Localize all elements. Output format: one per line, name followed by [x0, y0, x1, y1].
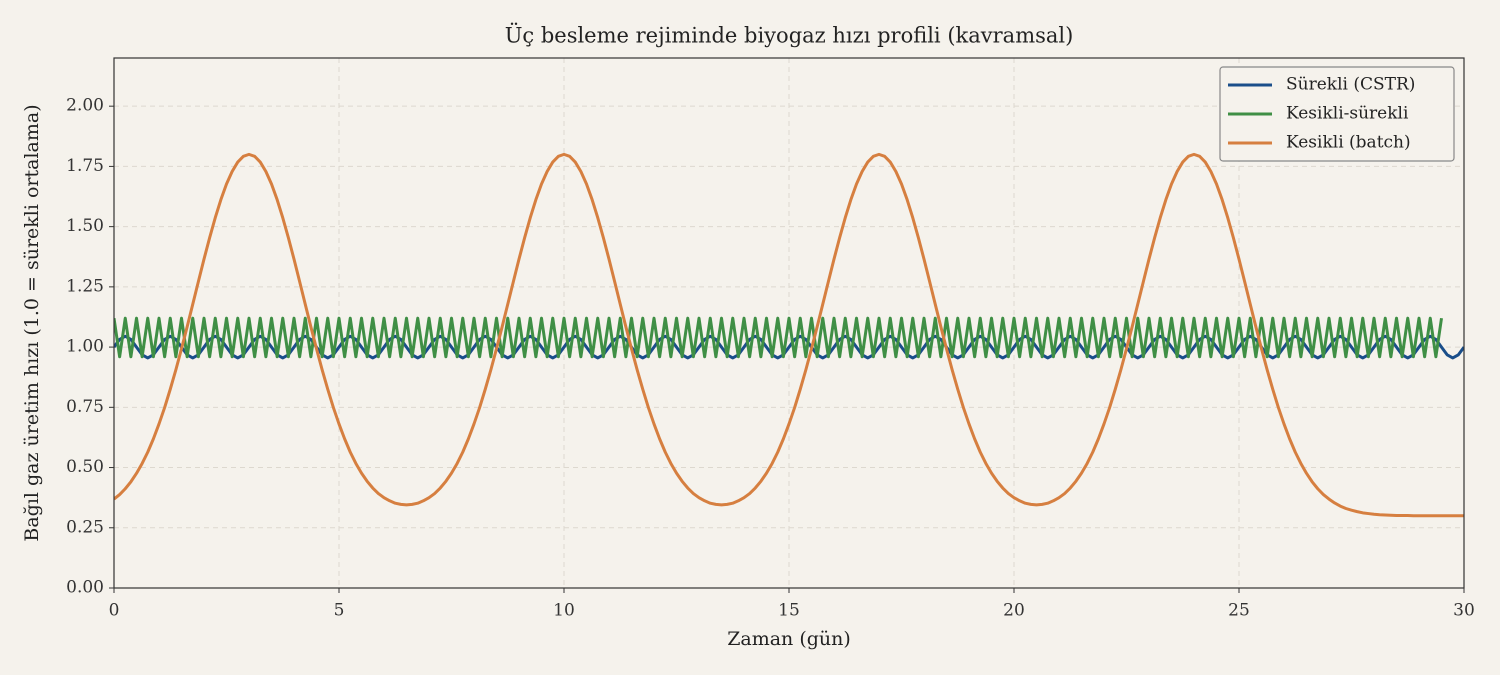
legend-label: Sürekli (CSTR): [1286, 75, 1415, 95]
legend-label: Kesikli (batch): [1286, 133, 1411, 153]
y-tick-label: 0.50: [66, 457, 104, 477]
y-tick-label: 1.75: [66, 156, 104, 176]
x-tick-label: 25: [1228, 601, 1250, 621]
legend-label: Kesikli-sürekli: [1286, 104, 1409, 124]
y-axis-label: Bağıl gaz üretim hızı (1.0 = sürekli ort…: [21, 104, 43, 541]
x-tick-label: 30: [1453, 601, 1475, 621]
legend: Sürekli (CSTR) Kesikli-sürekli Kesikli (ba…: [1219, 66, 1455, 162]
x-tick-label: 15: [778, 601, 800, 621]
series-line: [114, 316, 1443, 359]
y-tick-label: 2.00: [66, 96, 104, 116]
chart-title: Üç besleme rejiminde biyogaz hızı profil…: [505, 23, 1074, 48]
plot-frame: [113, 57, 1465, 589]
x-tick-label: 5: [334, 601, 345, 621]
y-tick-label: 0.00: [66, 578, 104, 598]
series-line: [114, 334, 1464, 360]
x-tick-label: 20: [1003, 601, 1025, 621]
legend-box: [1219, 66, 1455, 162]
y-tick-label: 1.25: [66, 276, 104, 296]
y-tick-label: 1.00: [66, 337, 104, 357]
y-tick-label: 0.25: [66, 517, 104, 537]
x-tick-label: 10: [553, 601, 575, 621]
series-line: [114, 152, 1464, 518]
y-tick-label: 0.75: [66, 397, 104, 417]
x-axis-label: Zaman (gün): [727, 628, 851, 650]
x-tick-label: 0: [109, 601, 120, 621]
y-tick-label: 1.50: [66, 216, 104, 236]
